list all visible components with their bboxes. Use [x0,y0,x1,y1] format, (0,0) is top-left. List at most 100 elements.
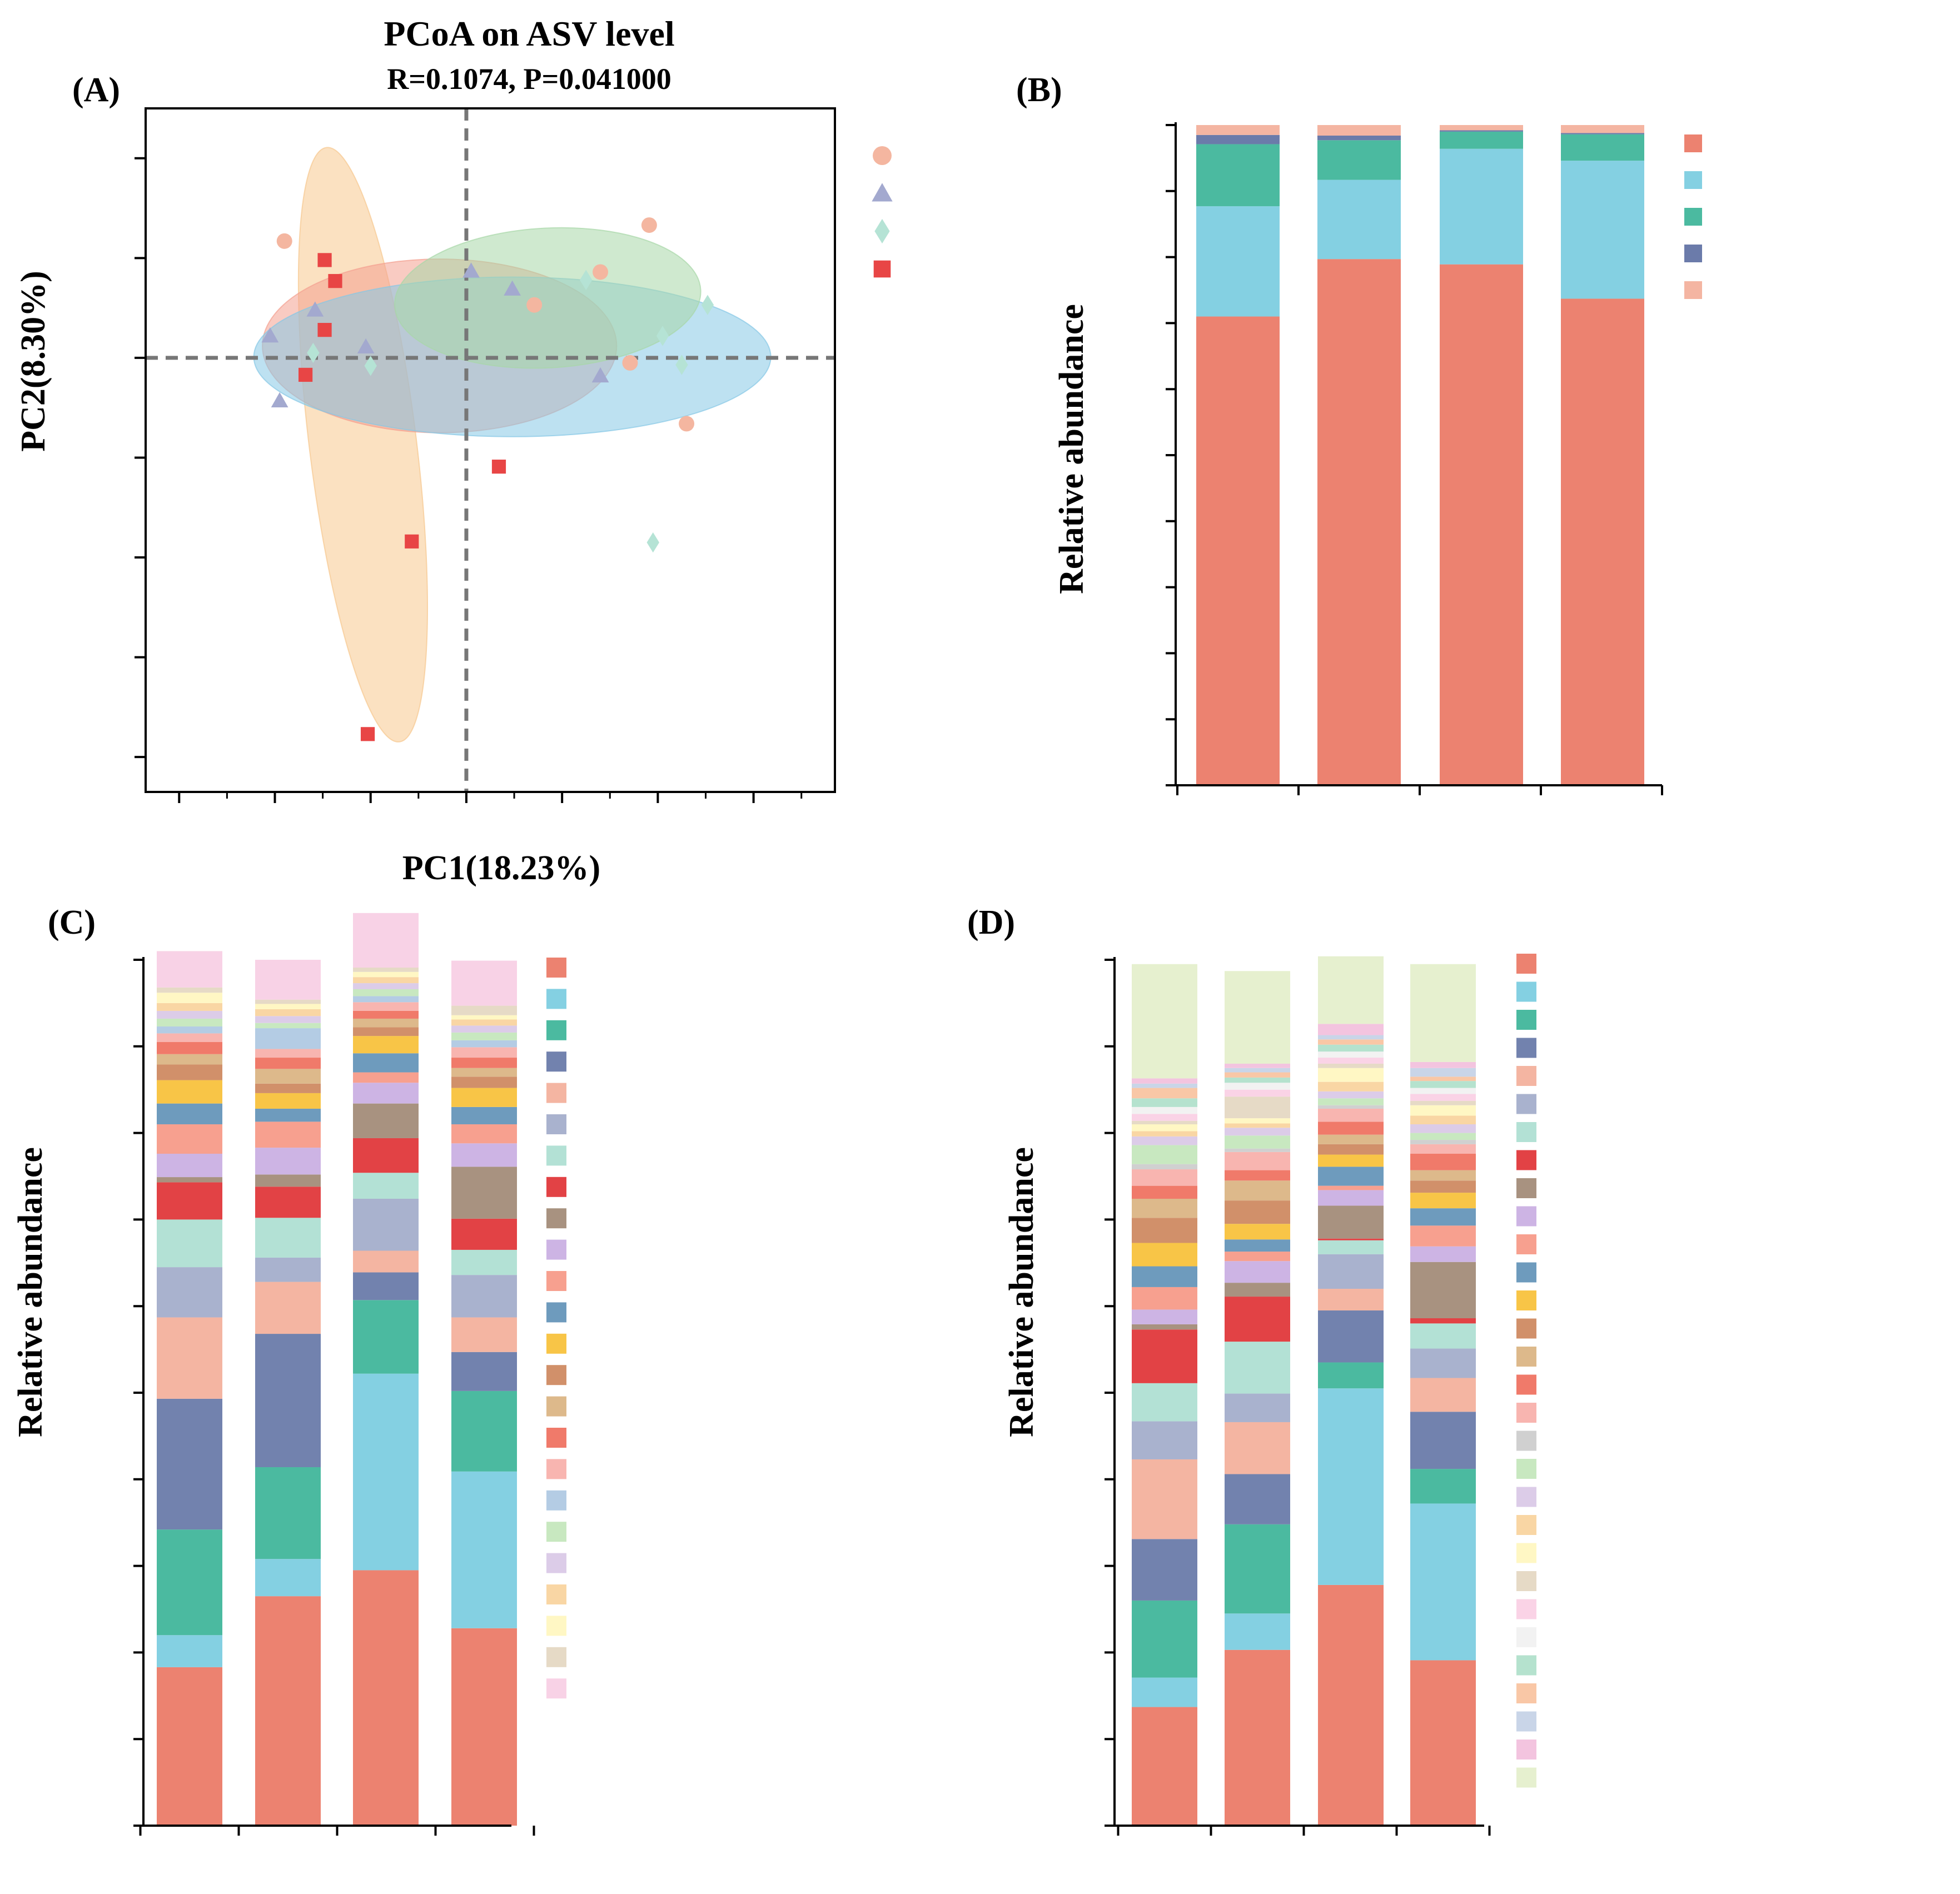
bar-segment-kon-2 [1561,161,1644,299]
bar-segment-prs-13 [1318,1154,1384,1167]
data-point-prs-7 [491,460,506,474]
bar-segment-kon-4 [1561,133,1644,134]
bar-segment-con-20 [157,1010,222,1019]
bar-segment-con-16 [1132,1185,1197,1199]
bar-segment-lig-20 [1225,1128,1290,1136]
bar-segment-lig-15 [255,1069,321,1084]
bar-segment-lig-11 [1225,1252,1290,1262]
legend-swatch-12 [1516,1262,1536,1283]
legend-swatch-23 [1516,1571,1536,1591]
legend-swatch-16 [1516,1374,1536,1395]
legend-swatch-17 [546,1459,566,1479]
legend-swatch-5 [1684,281,1702,299]
bar-segment-prs-14 [1318,1144,1384,1155]
panel-b-label: (B) [1016,71,1062,109]
genus-y-axis-label: Relative abundance [1003,1147,1041,1437]
bar-segment-lig-26 [1225,1077,1290,1083]
pcoa-y-axis-label: PC2(8.30%) [14,271,52,451]
bar-segment-lig-2 [255,1559,321,1597]
bar-segment-con-5 [1196,125,1280,135]
data-point-kon-6 [504,280,521,296]
bar-segment-prs-2 [1318,1388,1384,1585]
legend-swatch-22 [1516,1543,1536,1563]
bar-segment-prs-25 [1318,1051,1384,1058]
bar-segment-prs-27 [1318,1039,1384,1045]
bar-segment-kon-3 [1410,1469,1476,1504]
legend-swatch-15 [1516,1347,1536,1367]
bar-segment-prs-10 [1318,1190,1384,1206]
bar-segment-lig-9 [255,1174,321,1187]
bar-segment-lig-3 [1317,140,1401,180]
data-point-kon-4 [357,338,375,354]
legend-swatch-6 [1516,1094,1536,1114]
legend-swatch-5 [546,1083,566,1103]
bar-segment-lig-7 [255,1218,321,1258]
bar-segment-kon-12 [1410,1208,1476,1226]
legend-swatch-14 [1516,1318,1536,1339]
data-point-lig-7 [646,532,659,553]
data-point-prs-3 [317,323,332,337]
bar-segment-prs-3 [1440,131,1523,149]
bar-segment-prs-15 [353,1018,419,1028]
legend-swatch-29 [1516,1740,1536,1760]
bar-segment-prs-23 [1318,1063,1384,1068]
bar-segment-kon-11 [1410,1225,1476,1247]
bar-segment-kon-14 [451,1076,517,1088]
legend-swatch-27 [1516,1683,1536,1703]
bar-segment-prs-5 [1318,1289,1384,1310]
phylum-y-axis-label: Relative abundance [1053,304,1091,594]
bar-segment-prs-2 [353,1373,419,1571]
bar-segment-prs-20 [353,983,419,989]
legend-swatch-1 [1684,134,1702,152]
legend-swatch-23 [546,1647,566,1667]
data-point-prs-2 [328,274,342,288]
bar-segment-con-11 [1132,1287,1197,1310]
bar-segment-kon-27 [1410,1076,1476,1081]
legend-swatch-13 [1516,1290,1536,1310]
legend-swatch-5 [1516,1066,1536,1086]
bar-segment-con-8 [1132,1329,1197,1383]
bar-segment-prs-6 [1318,1254,1384,1289]
legend-swatch-1 [546,958,566,978]
legend-swatch-8 [1516,1150,1536,1170]
bar-segment-prs-7 [353,1173,419,1199]
bar-segment-con-26 [1132,1098,1197,1107]
bar-segment-prs-1 [353,1570,419,1826]
bar-segment-kon-14 [1410,1180,1476,1193]
bar-segment-lig-13 [255,1093,321,1109]
bar-segment-prs-5 [353,1250,419,1273]
bar-segment-con-12 [1132,1266,1197,1287]
bar-segment-prs-19 [353,989,419,996]
bar-segment-kon-18 [1410,1140,1476,1144]
bar-segment-con-21 [157,1003,222,1011]
data-point-lig-5 [675,355,688,375]
bar-segment-kon-19 [451,1032,517,1040]
bar-segment-kon-25 [1410,1088,1476,1094]
bar-segment-prs-24 [1318,1058,1384,1064]
bar-segment-con-3 [1132,1600,1197,1678]
bar-segment-prs-26 [1318,1044,1384,1052]
legend-swatch-9 [1516,1178,1536,1198]
bar-segment-kon-15 [451,1068,517,1077]
bar-segment-con-9 [157,1177,222,1183]
legend-swatch-6 [546,1114,566,1134]
bar-segment-kon-1 [1410,1660,1476,1826]
bar-segment-lig-15 [1225,1180,1290,1201]
bar-segment-lig-12 [255,1108,321,1122]
bar-segment-lig-12 [1225,1239,1290,1252]
bar-segment-con-2 [157,1635,222,1667]
data-point-kon-5 [462,262,480,278]
bar-segment-kon-2 [451,1471,517,1628]
bar-segment-lig-18 [255,1028,321,1049]
data-point-lig-2 [364,356,377,376]
confidence-ellipse-prs [297,147,429,742]
bar-segment-prs-2 [1440,148,1523,265]
bar-segment-lig-9 [1225,1283,1290,1297]
bar-segment-con-13 [1132,1243,1197,1267]
pcoa-title: PCoA on ASV level [384,14,674,53]
bar-segment-kon-16 [451,1058,517,1068]
bar-segment-kon-9 [1410,1262,1476,1319]
bar-segment-prs-19 [1318,1098,1384,1105]
bar-segment-kon-5 [1561,125,1644,133]
bar-segment-lig-4 [255,1334,321,1467]
